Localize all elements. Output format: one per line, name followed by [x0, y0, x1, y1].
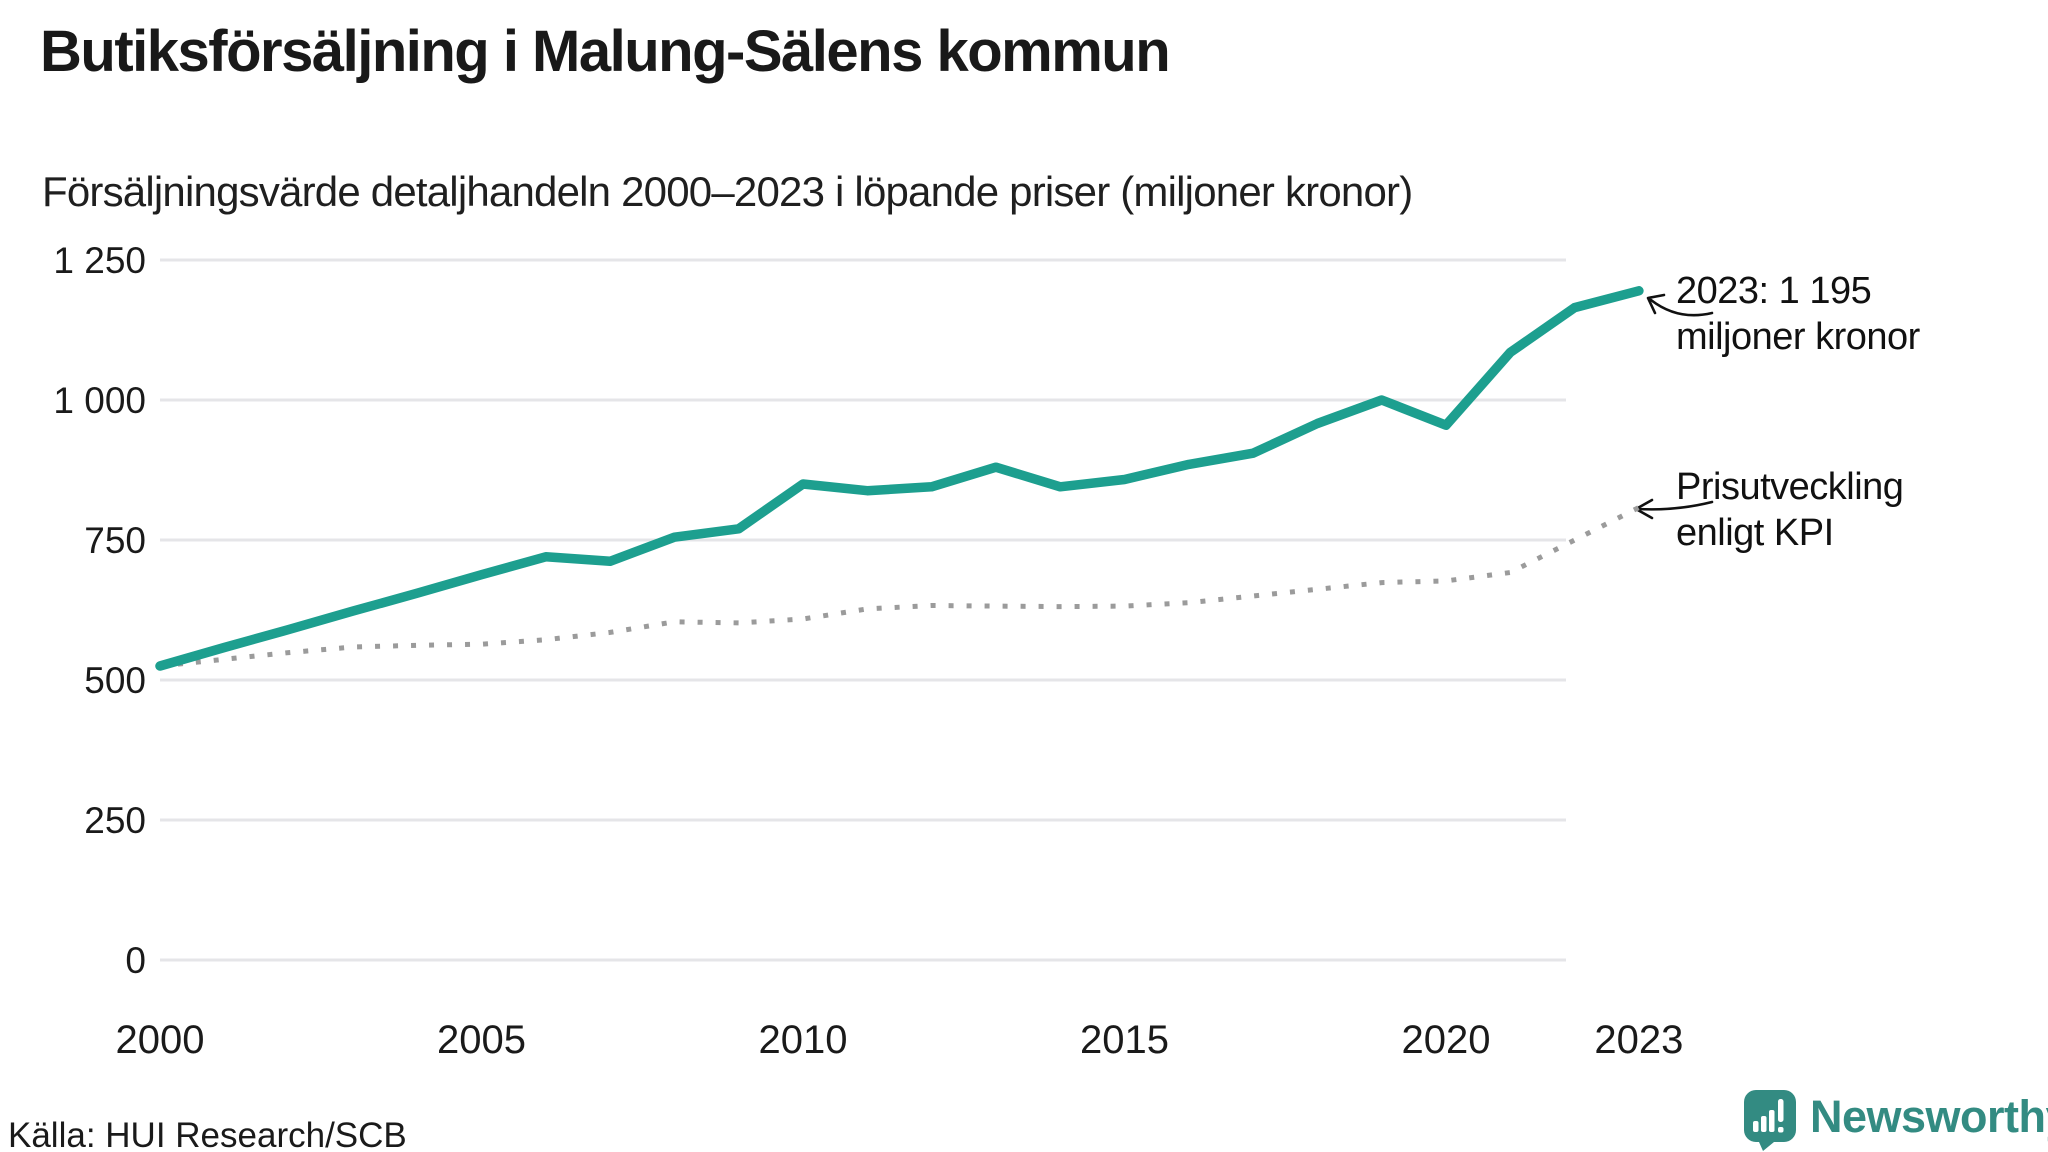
sales-line — [155, 286, 1644, 671]
x-tick-label: 2005 — [437, 1018, 526, 1062]
logo-exclamation-icon — [1778, 1099, 1784, 1133]
annotation-latest-value: 2023: 1 195 miljoner kronor — [1676, 268, 1920, 360]
x-tick-label: 2010 — [759, 1018, 848, 1062]
page-subtitle: Försäljningsvärde detaljhandeln 2000–202… — [42, 168, 1413, 215]
y-tick-label: 250 — [84, 800, 146, 841]
y-tick-label: 750 — [84, 520, 146, 561]
x-tick-label: 2023 — [1594, 1018, 1683, 1062]
x-tick-label: 2015 — [1080, 1018, 1169, 1062]
source-attribution: Källa: HUI Research/SCB — [8, 1116, 407, 1152]
latest-value-arrowhead — [1646, 293, 1666, 315]
annotation-arrows — [1634, 293, 1714, 520]
gridlines — [160, 258, 1566, 962]
annotation-latest-line2: miljoner kronor — [1676, 316, 1920, 358]
y-tick-label: 0 — [125, 940, 146, 981]
logo-bar-chart-icon — [1753, 1110, 1775, 1132]
newsworthy-logo: Newsworthy — [1744, 1090, 2048, 1152]
annotation-kpi-line1: Prisutveckling — [1676, 466, 1904, 508]
page-title: Butiksförsäljning i Malung-Sälens kommun — [40, 19, 1171, 84]
y-axis-labels: 0 250 500 750 1 000 1 250 — [53, 240, 146, 981]
x-tick-label: 2020 — [1402, 1018, 1491, 1062]
kpi-price-line — [159, 505, 1641, 669]
x-axis-labels: 2000 2005 2010 2015 2020 2023 — [116, 1018, 1684, 1062]
annotation-latest-line1: 2023: 1 195 — [1676, 270, 1872, 312]
y-tick-label: 1 250 — [53, 240, 146, 281]
annotation-kpi: Prisutveckling enligt KPI — [1676, 464, 1904, 556]
y-tick-label: 500 — [84, 660, 146, 701]
kpi-arrow — [1636, 500, 1714, 511]
annotation-kpi-line2: enligt KPI — [1676, 512, 1834, 554]
newsworthy-wordmark: Newsworthy — [1810, 1091, 2048, 1142]
latest-value-arrow — [1649, 298, 1714, 317]
x-tick-label: 2000 — [116, 1018, 205, 1062]
newsworthy-logo-icon — [1744, 1090, 1796, 1151]
y-tick-label: 1 000 — [53, 380, 146, 421]
